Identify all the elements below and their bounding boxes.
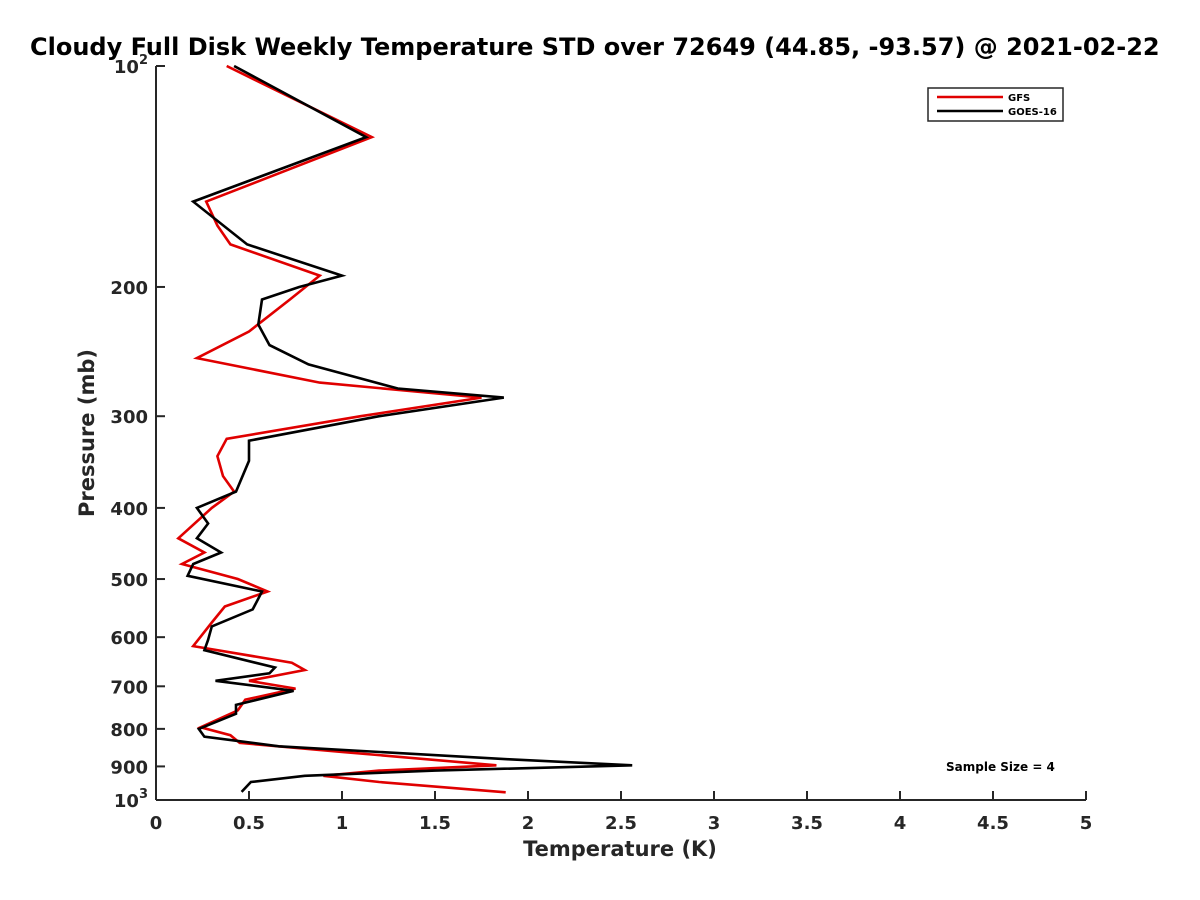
y-axis-label: Pressure (mb) — [75, 349, 99, 517]
x-tick-label: 3 — [708, 813, 721, 834]
x-tick-label: 1.5 — [419, 813, 451, 834]
y-tick-label: 200 — [110, 278, 148, 299]
legend-label: GOES-16 — [1008, 107, 1057, 118]
y-tick-label: 103 — [114, 787, 148, 812]
chart-title: Cloudy Full Disk Weekly Temperature STD … — [30, 33, 1160, 61]
plot-area: 0 0.5 1 1.5 2 2.5 3 3.5 4 4.5 5 102 200 300 400 500 600… — [110, 53, 1092, 834]
x-tick-label: 0 — [150, 813, 163, 834]
y-tick-label: 400 — [110, 499, 148, 520]
x-tick-label: 2.5 — [605, 813, 637, 834]
legend-items: GFS GOES-16 — [937, 93, 1057, 118]
series-line-goes-16 — [185, 64, 633, 793]
legend-box — [927, 87, 1064, 122]
sample-size-annotation: Sample Size = 4 — [946, 760, 1055, 774]
series-line-gfs — [176, 64, 506, 794]
x-tick-label: 4.5 — [977, 813, 1009, 834]
y-tick-label: 600 — [110, 628, 148, 649]
y-ticks: 102 200 300 400 500 600 700 800 900 103 — [110, 53, 165, 812]
y-tick-label: 700 — [110, 677, 148, 698]
x-tick-label: 0.5 — [233, 813, 265, 834]
y-tick-label: 102 — [114, 53, 148, 78]
x-axis-label: Temperature (K) — [523, 837, 717, 861]
y-tick-label: 500 — [110, 570, 148, 591]
x-tick-label: 2 — [522, 813, 535, 834]
y-tick-label: 300 — [110, 407, 148, 428]
x-tick-label: 5 — [1080, 813, 1093, 834]
y-tick-label: 900 — [110, 757, 148, 778]
x-tick-label: 3.5 — [791, 813, 823, 834]
legend: GFS GOES-16 — [927, 87, 1064, 122]
legend-label: GFS — [1008, 93, 1030, 104]
y-tick-label: 800 — [110, 720, 148, 741]
series-lines — [176, 64, 633, 794]
x-tick-label: 4 — [894, 813, 907, 834]
x-tick-label: 1 — [336, 813, 349, 834]
x-ticks: 0 0.5 1 1.5 2 2.5 3 3.5 4 4.5 5 — [150, 791, 1093, 834]
